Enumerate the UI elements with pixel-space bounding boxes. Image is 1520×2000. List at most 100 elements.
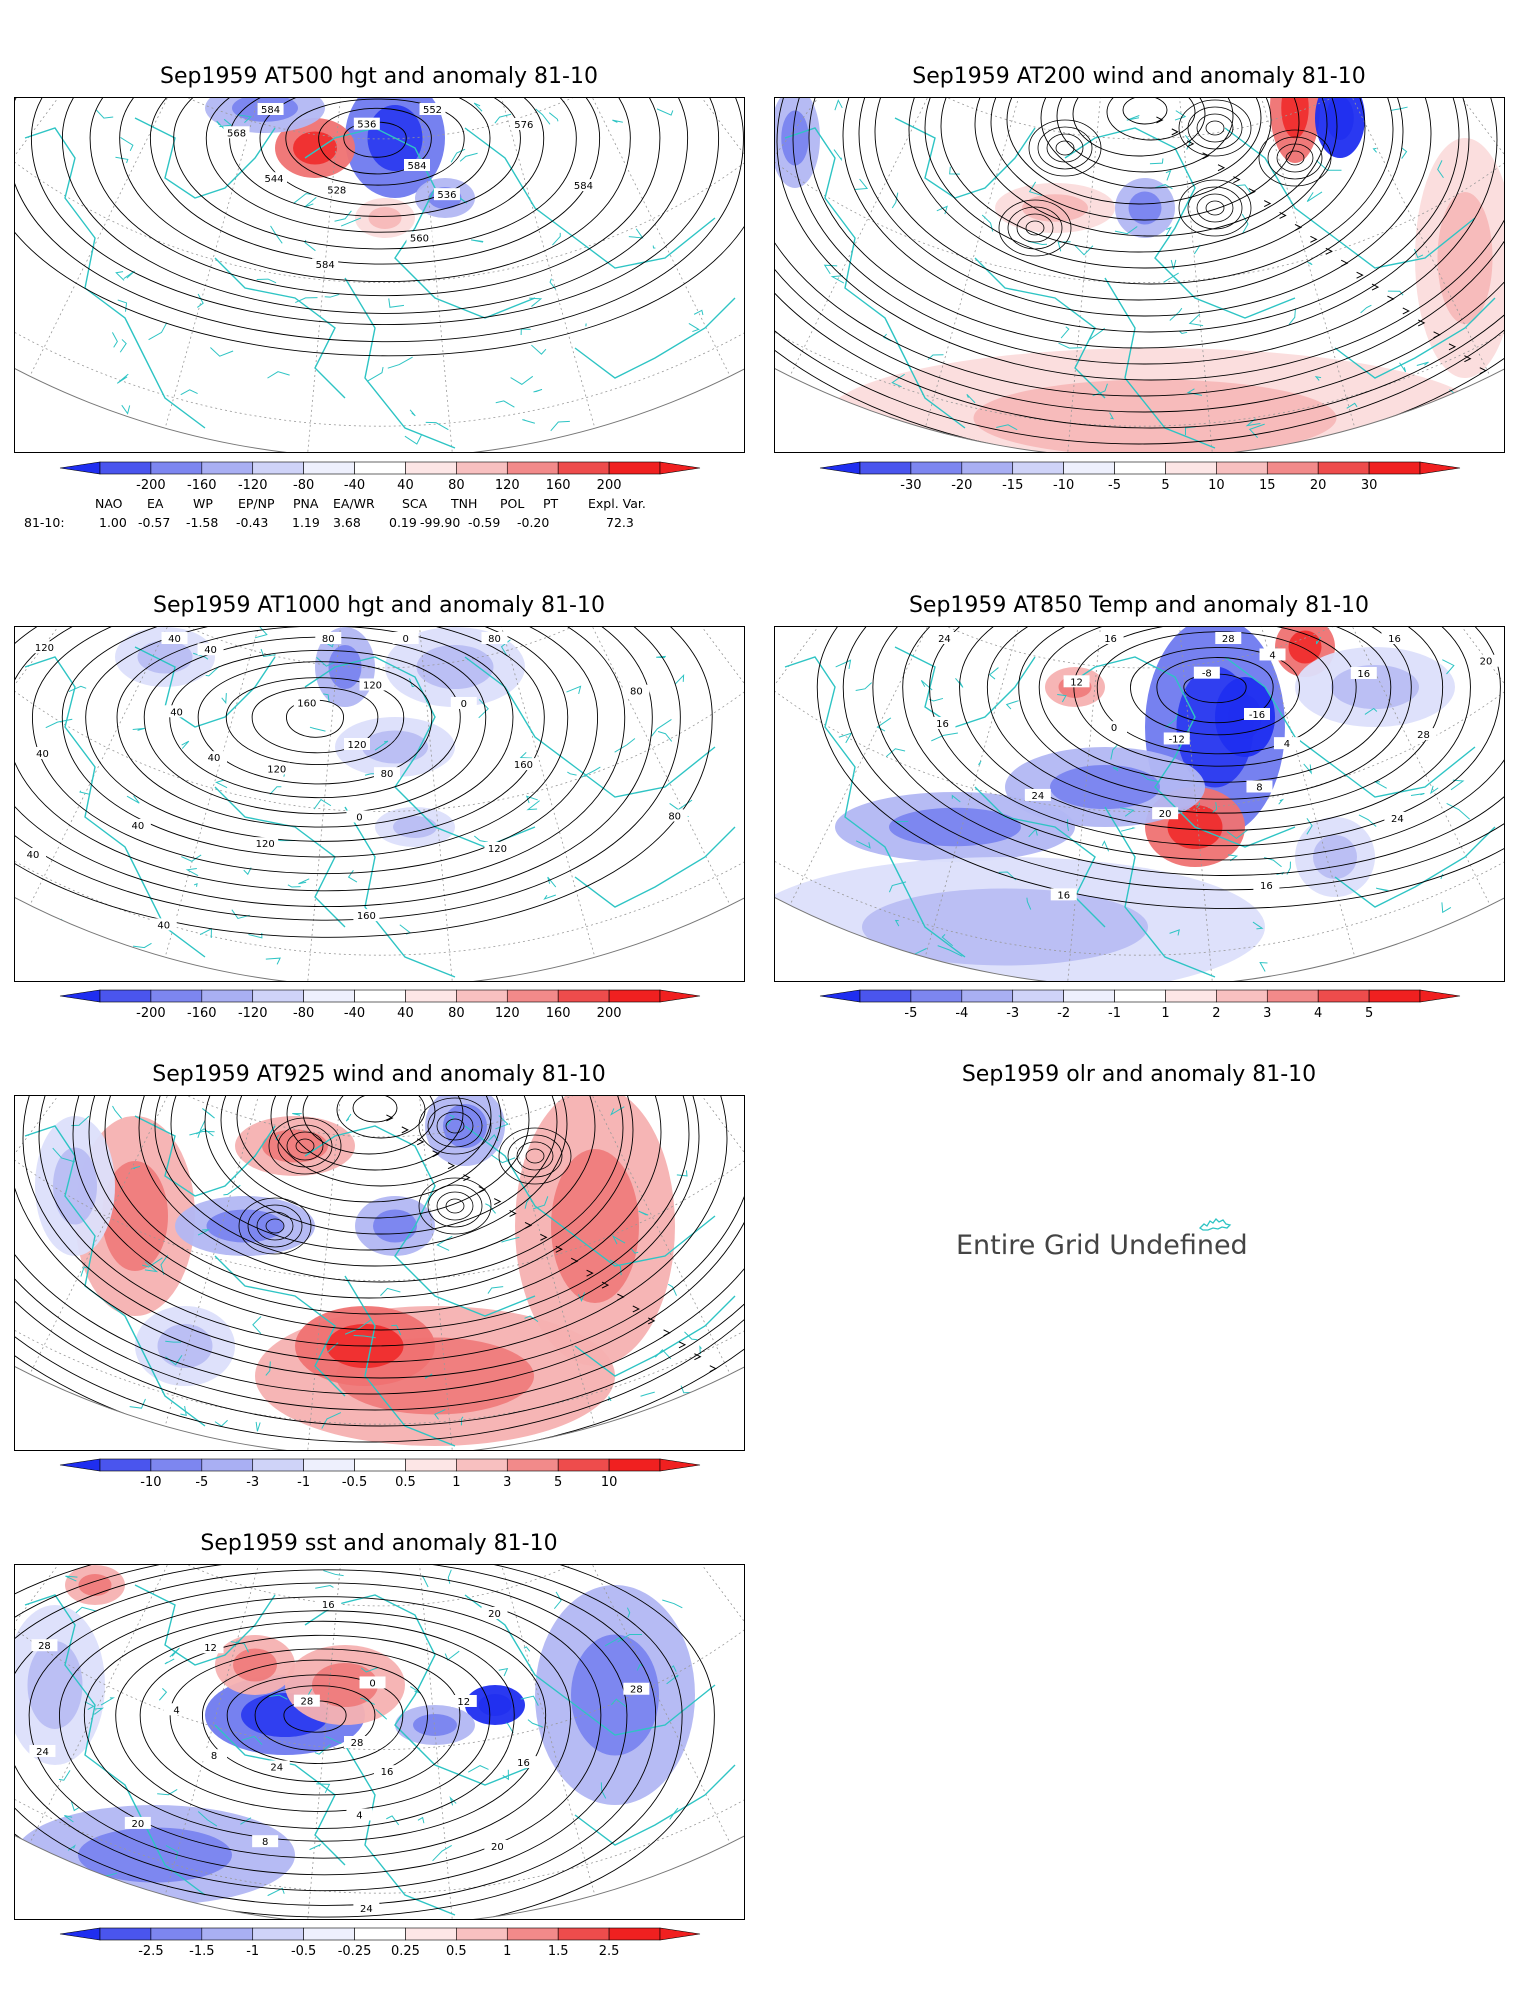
coastline xyxy=(344,1275,456,1447)
border-line xyxy=(612,119,623,123)
index-row-label: 81-10: xyxy=(24,515,65,530)
colorbar-tick-label: -40 xyxy=(344,478,365,493)
border-line xyxy=(628,228,644,239)
colorbar-segment xyxy=(557,1927,610,1941)
contour-line xyxy=(85,627,545,842)
border-line xyxy=(1236,184,1251,193)
anomaly-shading-core xyxy=(1128,191,1162,225)
border-line xyxy=(876,717,892,732)
streamline xyxy=(220,1096,530,1219)
border-line xyxy=(533,1196,549,1210)
contour-label-bg xyxy=(1410,728,1437,741)
colorbar-tick-label: 0.5 xyxy=(395,1475,416,1490)
colorbar-tick-label: -2.5 xyxy=(138,1944,163,1959)
contour-label-bg xyxy=(150,918,177,931)
streamline-arrow xyxy=(1371,283,1380,291)
border-line xyxy=(626,1607,631,1618)
anomaly-shading-core xyxy=(328,645,362,689)
colorbar-segment xyxy=(405,461,457,475)
colorbar-tick-label: -200 xyxy=(136,478,166,493)
colorbar-segment xyxy=(150,989,203,1003)
border-line xyxy=(1410,793,1425,797)
border-line xyxy=(144,1261,159,1273)
coastline xyxy=(304,656,536,848)
border-line xyxy=(920,679,933,691)
contour-label: 0 xyxy=(356,812,362,823)
streamline xyxy=(842,98,1460,333)
contour-label: 8 xyxy=(262,1837,268,1848)
contour-label-bg xyxy=(31,1639,58,1652)
contour-line xyxy=(116,627,514,828)
map-domain: 120 120 160 80 40 120 0 40 0 120 40 160 40 80 120 40 80 1… xyxy=(15,627,744,981)
colorbar-tick-label: -5 xyxy=(1108,478,1121,493)
contour-line xyxy=(872,627,1504,876)
contour-line xyxy=(83,1610,547,1842)
contour-line xyxy=(1073,627,1357,767)
contour-label: 16 xyxy=(381,1767,394,1778)
streamline xyxy=(924,98,1366,269)
border-line xyxy=(1188,313,1204,327)
contour-label-bg xyxy=(252,1835,279,1848)
colorbar-svg: -200 -160 -120 -80 -40 40 80 120 160 200 xyxy=(59,989,701,1021)
anomaly-shading-core xyxy=(393,816,437,838)
index-value: -0.57 xyxy=(138,515,171,530)
coastline xyxy=(134,1115,276,1197)
streamline-arrow xyxy=(586,1269,594,1277)
border-line xyxy=(304,239,316,252)
border-line xyxy=(624,420,634,430)
contour-label: 8 xyxy=(1256,782,1262,793)
colorbar-tick-label: -120 xyxy=(238,478,268,493)
contour-label: 4 xyxy=(1269,650,1275,661)
contour-line xyxy=(285,98,465,186)
colorbar-segment xyxy=(1368,989,1421,1003)
latitude-circle xyxy=(15,627,744,956)
contour-label-bg xyxy=(510,758,537,771)
border-line xyxy=(131,1165,141,1170)
border-line xyxy=(197,1120,206,1138)
colorbar-segment xyxy=(1165,461,1217,475)
anomaly-shading-core xyxy=(293,131,337,165)
colorbar-segment xyxy=(99,1927,152,1941)
coastline xyxy=(1104,806,1216,978)
colorbar-segment xyxy=(557,461,610,475)
coastline xyxy=(974,257,1106,399)
border-line xyxy=(525,795,538,804)
border-line xyxy=(1196,802,1201,809)
border-line xyxy=(157,1789,178,1796)
colorbar-svg: -10 -5 -3 -1 -0.5 0.5 1 3 5 10 xyxy=(59,1458,701,1490)
streamline-arrow xyxy=(1417,319,1426,327)
colorbar: -200 -160 -120 -80 -40 40 80 120 160 200 xyxy=(59,460,701,494)
border-line xyxy=(158,1688,168,1701)
border-line xyxy=(1372,147,1377,153)
colorbar-tick-label: 2 xyxy=(1212,1006,1220,1021)
border-line xyxy=(255,1421,261,1432)
contour-label-bg xyxy=(323,183,350,196)
contour-line xyxy=(169,1648,461,1796)
contour-label: -12 xyxy=(1169,734,1185,745)
index-header: EA xyxy=(147,496,164,511)
border-line xyxy=(500,639,511,657)
border-line xyxy=(425,421,449,431)
anomaly-shading-core xyxy=(362,730,428,764)
colorbar-segment xyxy=(961,989,1014,1003)
contour-label-bg xyxy=(931,632,958,644)
contour-label: 28 xyxy=(1417,730,1430,741)
border-line xyxy=(321,1412,342,1429)
streamline-arrow xyxy=(555,1245,563,1253)
latitude-circle xyxy=(15,1096,744,1425)
contour-label-bg xyxy=(484,841,511,854)
contour-label-bg xyxy=(510,1756,537,1769)
colorbar-segment xyxy=(150,461,203,475)
contour-label: 120 xyxy=(35,643,54,654)
anomaly-shading-core xyxy=(1022,194,1088,222)
border-line xyxy=(447,1569,452,1584)
contour-label: 584 xyxy=(407,161,426,172)
colorbar-segment xyxy=(150,1927,203,1941)
contour-line xyxy=(1156,657,1274,724)
vortex-streamline xyxy=(238,1197,312,1255)
border-line xyxy=(325,1736,342,1745)
colorbar-tick-label: 4 xyxy=(1314,1006,1322,1021)
streamline-arrow xyxy=(1325,247,1333,255)
vortex-streamline xyxy=(1276,143,1314,173)
contour-line xyxy=(15,627,653,908)
